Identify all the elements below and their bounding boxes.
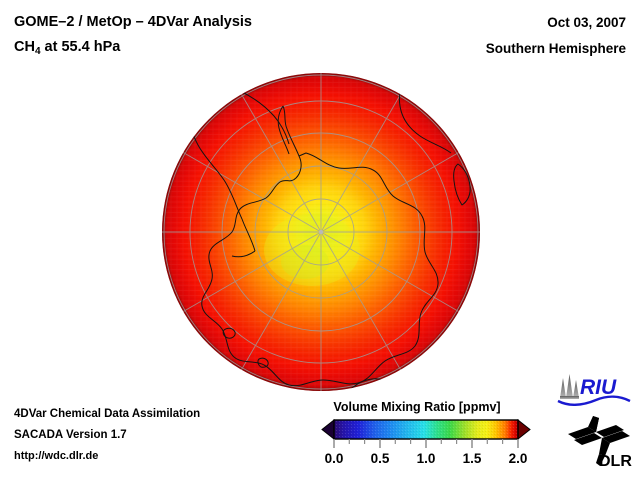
dlr-wing-icon (568, 416, 630, 466)
colorbar-title: Volume Mixing Ratio [ppmv] (333, 400, 501, 414)
colorbar-tick-label: 1.5 (463, 451, 482, 466)
colorbar-tick-label: 0.0 (325, 451, 344, 466)
globe-map (162, 72, 482, 393)
colorbar: Volume Mixing Ratio [ppmv] (300, 400, 550, 470)
species-subscript: 4 (34, 46, 41, 57)
riu-wave-icon (557, 395, 631, 406)
colorbar-tick-label: 0.5 (371, 451, 390, 466)
region-label: Southern Hemisphere (485, 41, 626, 56)
colorbar-ticks (333, 439, 519, 448)
colorbar-over-arrow (518, 420, 530, 439)
colorbar-tick-label: 1.0 (417, 451, 436, 466)
colorbar-gradient (333, 419, 519, 440)
colorbar-under-arrow (322, 420, 334, 439)
chart-meta-block: Oct 03, 2007 Southern Hemisphere (486, 12, 626, 59)
riu-logo: RIU (556, 372, 632, 411)
date-label: Oct 03, 2007 (547, 15, 626, 30)
dlr-wordmark: DLR (599, 453, 632, 470)
provenance-block: 4DVar Chemical Data Assimilation SACADA … (14, 404, 200, 467)
pressure-level: at 55.4 hPa (40, 39, 121, 55)
colorbar-tick-labels: 0.0 0.5 1.0 1.5 2.0 (325, 451, 528, 466)
riu-wordmark: RIU (580, 376, 617, 399)
assimilation-label: 4DVar Chemical Data Assimilation (14, 408, 201, 420)
instrument-title: GOME–2 / MetOp – 4DVar Analysis (14, 14, 252, 30)
species-name: CH (14, 39, 35, 55)
species-level-title: CH4 at 55.4 hPa (14, 37, 252, 59)
colorbar-tick-label: 2.0 (509, 451, 528, 466)
south-pole-marker (318, 229, 324, 235)
riu-tower-icon (560, 374, 579, 399)
chart-title-block: GOME–2 / MetOp – 4DVar Analysis CH4 at 5… (14, 12, 252, 59)
version-label: SACADA Version 1.7 (14, 429, 127, 441)
source-url[interactable]: http://wdc.dlr.de (14, 450, 99, 462)
dlr-logo: DLR (566, 414, 634, 477)
